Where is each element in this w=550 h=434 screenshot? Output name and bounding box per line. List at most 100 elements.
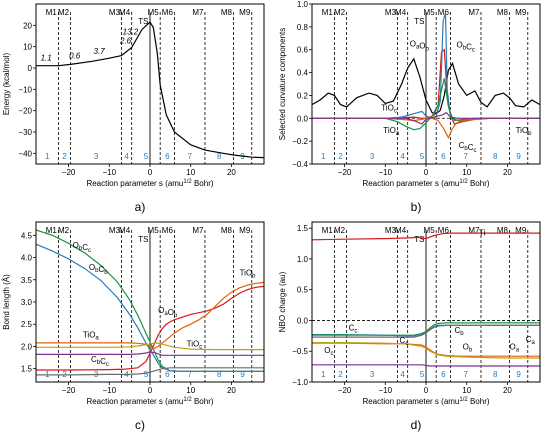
phase-marker-m7: M7 bbox=[192, 226, 204, 235]
phase-number-5: 5 bbox=[420, 152, 425, 161]
phase-number-8: 8 bbox=[217, 152, 222, 161]
phase-marker-m4: M4 bbox=[395, 226, 407, 235]
series-line-ti bbox=[311, 232, 540, 241]
y-tick-label: −1.0 bbox=[292, 378, 308, 387]
phase-marker-m5: M5 bbox=[148, 226, 160, 235]
y-tick-label: −0.5 bbox=[292, 347, 308, 356]
phase-marker-ts: TS bbox=[138, 235, 148, 244]
series-label-tioa: TiOa bbox=[383, 126, 400, 137]
phase-number-3: 3 bbox=[370, 370, 375, 379]
series-label-obcc: ObCc bbox=[73, 241, 91, 254]
phase-number-1: 1 bbox=[45, 152, 50, 161]
phase-number-1: 1 bbox=[321, 152, 326, 161]
phase-marker-m2: M2 bbox=[58, 8, 70, 17]
phase-marker-m3: M3 bbox=[385, 226, 397, 235]
x-tick-label: −20 bbox=[338, 386, 352, 395]
series-label-obcb: ObCb bbox=[89, 263, 108, 276]
phase-number-4: 4 bbox=[400, 152, 405, 161]
phase-number-6: 6 bbox=[441, 152, 446, 161]
y-tick-label: −10 bbox=[18, 85, 32, 94]
phase-number-9: 9 bbox=[240, 370, 245, 379]
energy-annotation: 0.6 bbox=[69, 51, 81, 60]
phase-marker-m5: M5 bbox=[424, 226, 436, 235]
energy-annotation: 13.2 bbox=[123, 27, 139, 36]
series-line-cbcc bbox=[312, 117, 540, 140]
series-label-tioc: TiOc bbox=[187, 339, 203, 350]
phase-marker-m4: M4 bbox=[395, 8, 407, 17]
phase-number-8: 8 bbox=[493, 152, 498, 161]
series-line-tioa bbox=[312, 78, 540, 131]
phase-marker-m3: M3 bbox=[109, 8, 121, 17]
phase-number-7: 7 bbox=[463, 370, 468, 379]
energy-annotation: 3.7 bbox=[94, 47, 106, 56]
phase-marker-m6: M6 bbox=[162, 226, 174, 235]
y-tick-label: 0.0 bbox=[297, 114, 309, 123]
x-tick-label: −20 bbox=[338, 168, 352, 177]
y-tick-label: 4.5 bbox=[21, 231, 33, 240]
x-tick-label: −10 bbox=[378, 386, 392, 395]
series-label-oaob: OaOb bbox=[158, 306, 178, 319]
phase-marker-m1: M1 bbox=[322, 226, 334, 235]
phase-marker-m7: M7 bbox=[192, 8, 204, 17]
phase-number-2: 2 bbox=[338, 370, 343, 379]
phase-number-7: 7 bbox=[463, 152, 468, 161]
y-tick-label: −40 bbox=[18, 149, 32, 158]
series-line-oc bbox=[312, 364, 540, 367]
phase-marker-m6: M6 bbox=[438, 8, 450, 17]
x-tick-label: 20 bbox=[503, 386, 512, 395]
phase-number-7: 7 bbox=[187, 152, 192, 161]
x-tick-label: 10 bbox=[462, 168, 471, 177]
phase-marker-m1: M1 bbox=[46, 8, 58, 17]
phase-marker-m8: M8 bbox=[497, 8, 509, 17]
phase-number-8: 8 bbox=[493, 370, 498, 379]
phase-marker-m4: M4 bbox=[119, 8, 131, 17]
phase-number-5: 5 bbox=[420, 370, 425, 379]
series-label-cc: Cc bbox=[400, 336, 409, 347]
y-axis-label: Bond length (Å) bbox=[2, 274, 11, 330]
x-axis-label: Reaction parameter s (amu1/2 Bohr) bbox=[362, 397, 489, 406]
series-line-cbcc bbox=[36, 367, 264, 376]
series-label-cc: Cc bbox=[349, 323, 358, 334]
phase-marker-m9: M9 bbox=[239, 226, 251, 235]
y-tick-label: 1.0 bbox=[297, 0, 309, 9]
phase-marker-m2: M2 bbox=[334, 226, 346, 235]
x-axis-label: Reaction parameter s (amu1/2 Bohr) bbox=[86, 179, 213, 188]
series-label-oaob: OaOb bbox=[410, 39, 430, 52]
series-line-cc bbox=[312, 324, 540, 338]
phase-number-2: 2 bbox=[62, 152, 67, 161]
phase-marker-m6: M6 bbox=[162, 8, 174, 17]
panel-label: c) bbox=[135, 418, 145, 432]
phase-marker-m9: M9 bbox=[515, 226, 527, 235]
series-line-tiob bbox=[312, 111, 540, 125]
y-tick-label: −0.4 bbox=[292, 160, 308, 169]
phase-marker-m7: M7 bbox=[468, 226, 480, 235]
y-axis-label: Selected curvature components bbox=[278, 28, 287, 141]
phase-number-7: 7 bbox=[187, 370, 192, 379]
phase-number-9: 9 bbox=[516, 370, 521, 379]
y-axis-label: Energy (kcal/mol) bbox=[2, 53, 11, 116]
x-tick-label: 10 bbox=[462, 386, 471, 395]
x-tick-label: −10 bbox=[378, 168, 392, 177]
phase-marker-m6: M6 bbox=[438, 226, 450, 235]
y-tick-label: 0.5 bbox=[297, 286, 309, 295]
phase-marker-m7: M7 bbox=[468, 8, 480, 17]
series-label-tiob: TiOb bbox=[240, 268, 257, 279]
x-tick-label: 0 bbox=[424, 168, 429, 177]
energy-annotation: 2.6 bbox=[119, 36, 132, 45]
y-tick-label: 20 bbox=[23, 21, 32, 30]
phase-marker-m3: M3 bbox=[109, 226, 121, 235]
y-tick-label: 1.0 bbox=[297, 255, 309, 264]
series-label-ti: Ti bbox=[479, 229, 486, 238]
panel-label: a) bbox=[135, 200, 146, 214]
panel-label: b) bbox=[411, 200, 422, 214]
series-line-oa bbox=[312, 342, 540, 359]
y-tick-label: 0.4 bbox=[297, 69, 309, 78]
y-tick-label: −20 bbox=[18, 107, 32, 116]
phase-number-2: 2 bbox=[338, 152, 343, 161]
series-label-ob: Ob bbox=[463, 342, 473, 353]
y-axis-label: NBO charge (au) bbox=[278, 271, 287, 332]
x-axis-label: Reaction parameter s (amu1/2 Bohr) bbox=[86, 397, 213, 406]
